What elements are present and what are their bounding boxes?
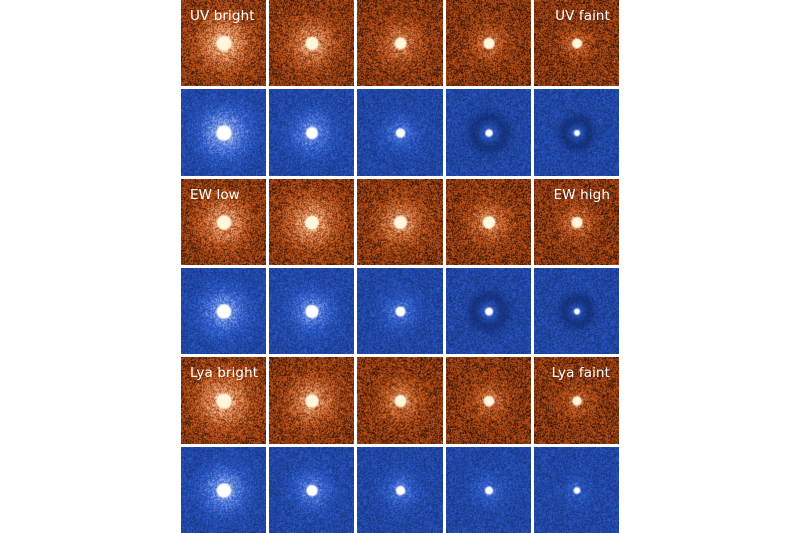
stack-panel-r3-c5: EW high [533, 178, 619, 265]
stack-image [357, 357, 443, 444]
stack-panel-r2-c3 [357, 89, 443, 176]
stack-image [533, 0, 619, 87]
stack-image [445, 89, 531, 176]
stack-image [269, 268, 355, 355]
stack-image [269, 178, 355, 265]
stack-image [357, 268, 443, 355]
stack-panel-r1-c1: UV bright [181, 0, 267, 87]
stack-image [269, 357, 355, 444]
stack-panel-r3-c4 [445, 178, 531, 265]
stack-image [181, 357, 267, 444]
stack-panel-r5-c4 [445, 357, 531, 444]
stack-panel-r5-c1: Lya bright [181, 357, 267, 444]
stack-image [181, 0, 267, 87]
stack-panel-r4-c5 [533, 268, 619, 355]
stack-image [181, 89, 267, 176]
stack-image [357, 0, 443, 87]
stack-image [533, 268, 619, 355]
stack-panel-r2-c5 [533, 89, 619, 176]
stack-panel-r1-c5: UV faint [533, 0, 619, 87]
stack-image [445, 446, 531, 533]
stack-panel-r2-c2 [269, 89, 355, 176]
row-right-label: UV faint [555, 8, 610, 24]
stack-panel-r5-c2 [269, 357, 355, 444]
stack-image [357, 178, 443, 265]
stack-panel-r2-c4 [445, 89, 531, 176]
stack-panel-r6-c2 [269, 446, 355, 533]
stacked-image-grid: UV bright UV faint EW low EW high Lya bright… [181, 0, 619, 533]
stack-panel-r6-c3 [357, 446, 443, 533]
row-left-label: EW low [190, 186, 240, 203]
row-right-label: Lya faint [551, 365, 610, 382]
stack-panel-r3-c3 [357, 178, 443, 265]
row-left-label: UV bright [190, 8, 255, 24]
stack-panel-r2-c1 [181, 89, 267, 176]
stack-panel-r3-c1: EW low [181, 178, 267, 265]
stack-image [533, 446, 619, 533]
stack-panel-r1-c4 [445, 0, 531, 87]
stack-image [357, 446, 443, 533]
stack-panel-r5-c3 [357, 357, 443, 444]
stack-panel-r6-c5 [533, 446, 619, 533]
stack-panel-r3-c2 [269, 178, 355, 265]
stack-image [181, 178, 267, 265]
stack-image [533, 89, 619, 176]
stack-panel-r4-c4 [445, 268, 531, 355]
stack-panel-r6-c1 [181, 446, 267, 533]
stack-image [533, 357, 619, 444]
stack-panel-r1-c2 [269, 0, 355, 87]
stack-panel-r5-c5: Lya faint [533, 357, 619, 444]
stack-image [533, 178, 619, 265]
row-left-label: Lya bright [190, 365, 259, 382]
stack-image [269, 89, 355, 176]
stack-panel-r4-c1 [181, 268, 267, 355]
stack-image [445, 0, 531, 87]
stack-panel-r6-c4 [445, 446, 531, 533]
stack-image [357, 89, 443, 176]
stack-image [445, 268, 531, 355]
row-right-label: EW high [553, 186, 610, 203]
stack-panel-r4-c2 [269, 268, 355, 355]
stack-image [269, 0, 355, 87]
stack-image [269, 446, 355, 533]
stack-image [181, 446, 267, 533]
stack-image [445, 178, 531, 265]
stack-image [445, 357, 531, 444]
stack-panel-r4-c3 [357, 268, 443, 355]
stack-panel-r1-c3 [357, 0, 443, 87]
stack-image [181, 268, 267, 355]
